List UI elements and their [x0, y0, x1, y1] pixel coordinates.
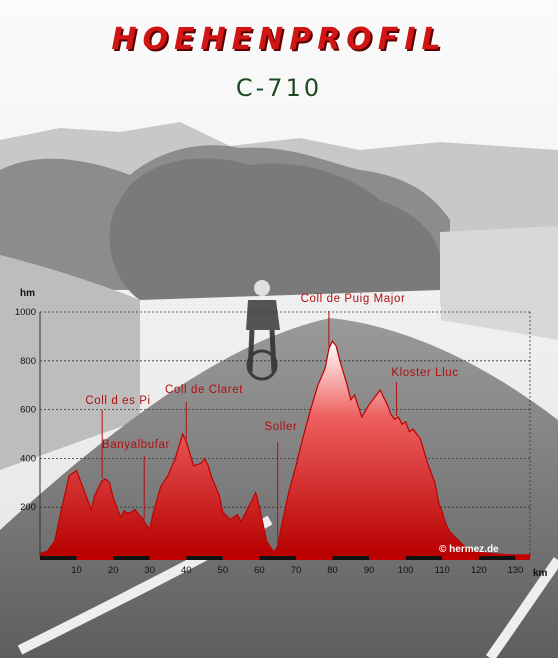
peak-label: Coll de Claret [165, 384, 243, 396]
cyclist [246, 280, 280, 381]
x-axis-segment [186, 556, 223, 560]
x-tick-label: 10 [71, 565, 82, 576]
peak-label: Coll d es Pi [85, 395, 150, 407]
x-axis-segment [478, 556, 516, 560]
x-axis-unit: km [533, 568, 548, 579]
road [0, 318, 558, 658]
x-axis-segment [76, 556, 114, 560]
page-title: HOEHENPROFIL [111, 22, 447, 57]
x-tick-label: 60 [254, 565, 265, 576]
y-tick-label: 200 [20, 502, 36, 513]
x-axis-segment [149, 556, 187, 560]
peak-label: Coll de Puig Major [301, 293, 406, 305]
peak-labels: Coll d es Pi Banyalbufar Coll de Claret Sol… [85, 293, 458, 545]
x-axis-segment [40, 556, 77, 560]
x-axis-segment [332, 556, 370, 560]
elevation-area-path [39, 340, 531, 557]
x-tick-label: 30 [144, 565, 155, 576]
tick-labels: 200 400 600 800 1000 hm km 10 20 30 40 50 60 70 80 90 10… [15, 288, 548, 579]
roadside-post-right [436, 306, 441, 326]
x-axis-segment [405, 556, 443, 560]
peak-label: Kloster Lluc [391, 367, 458, 379]
tree-canopy [109, 158, 442, 300]
y-axis-unit: hm [20, 288, 35, 299]
y-tick-label: 1000 [15, 307, 36, 318]
x-tick-label: 110 [435, 565, 450, 576]
x-tick-label: 100 [398, 565, 414, 576]
x-axis-segment [295, 556, 333, 560]
x-tick-label: 20 [108, 565, 119, 576]
x-axis-segment [113, 556, 150, 560]
y-tick-label: 400 [20, 453, 36, 464]
x-tick-label: 80 [327, 565, 338, 576]
road-edge-line [485, 557, 558, 658]
x-tick-label: 70 [291, 565, 302, 576]
x-tick-label: 120 [471, 565, 487, 576]
roadside-post-left [146, 306, 151, 326]
x-axis-segment [222, 556, 260, 560]
grid-lines [40, 311, 530, 508]
x-tick-label: 90 [364, 565, 375, 576]
y-tick-label: 600 [20, 405, 36, 416]
elevation-area [39, 340, 531, 557]
x-tick-label: 40 [181, 565, 192, 576]
y-tick-label: 800 [20, 356, 36, 367]
left-grass [0, 255, 140, 470]
peak-label: Banyalbufar [102, 439, 170, 451]
page-subtitle: C-710 [235, 74, 323, 102]
x-tick-label: 130 [507, 565, 523, 576]
x-axis-segment [369, 556, 406, 560]
credit-label: © hermez.de [439, 544, 499, 555]
x-axis-segment [442, 556, 479, 560]
axes [39, 312, 531, 560]
x-axis-segment [515, 556, 530, 560]
peak-label: Soller [264, 421, 297, 433]
x-tick-label: 50 [218, 565, 229, 576]
x-axis-segment [259, 556, 296, 560]
right-field [440, 226, 558, 340]
